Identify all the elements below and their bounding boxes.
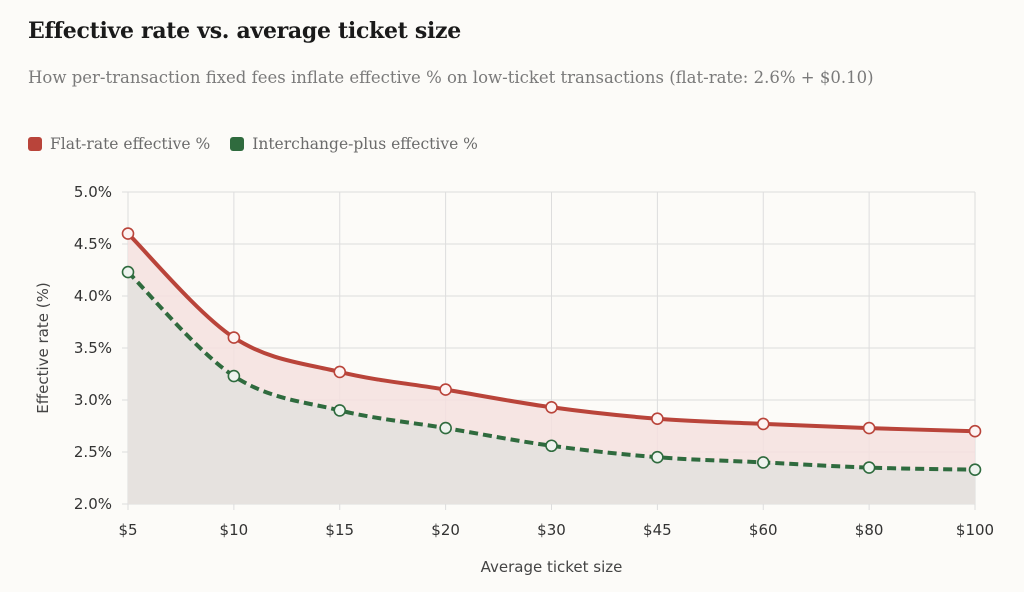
legend-item-interchange[interactable]: Interchange-plus effective % (230, 135, 478, 153)
x-tick-label: $100 (956, 521, 994, 539)
legend-swatch-interchange (230, 137, 245, 151)
point-flat-rate (968, 424, 982, 438)
point-flat-rate (545, 400, 558, 414)
legend-label-flat: Flat-rate effective % (50, 135, 211, 153)
point-flat-rate (333, 365, 347, 379)
legend: Flat-rate effective % Interchange-plus e… (28, 135, 478, 153)
y-tick-label: 2.0% (74, 495, 112, 513)
point-flat-rate (651, 412, 664, 426)
area-fills (128, 233, 975, 504)
y-tick-label: 5.0% (74, 183, 112, 201)
y-tick-label: 4.5% (74, 235, 112, 253)
point-interchange-plus (545, 439, 558, 453)
chart-title: Effective rate vs. average ticket size (28, 18, 461, 44)
area-flat-fill (128, 233, 975, 470)
point-interchange-plus (862, 461, 876, 474)
point-interchange-plus (333, 404, 347, 417)
point-flat-rate (439, 383, 452, 396)
point-flat-rate (756, 417, 770, 431)
point-flat-rate (862, 421, 876, 435)
point-interchange-plus (439, 421, 452, 435)
series-points (121, 227, 982, 476)
x-tick-label: $20 (431, 521, 460, 539)
x-tick-label: $80 (855, 521, 884, 539)
axes: 2.0% 2.5% 3.0% 3.5% 4.0% 4.5% 5.0% $5 $10 $15 $20 $… (34, 183, 994, 576)
y-tick-label: 3.5% (74, 339, 112, 357)
x-tick-label: $10 (220, 521, 249, 539)
legend-swatch-flat (28, 137, 42, 151)
x-tick-label: $45 (643, 521, 672, 539)
point-interchange-plus (651, 450, 664, 464)
legend-label-interchange: Interchange-plus effective % (252, 135, 478, 153)
point-interchange-plus (227, 369, 241, 383)
x-tick-label: $5 (118, 521, 137, 539)
point-flat-rate (121, 227, 135, 240)
y-axis-title: Effective rate (%) (34, 282, 52, 413)
area-interchange-fill (128, 272, 975, 504)
y-tick-label: 3.0% (74, 391, 112, 409)
y-tick-label: 4.0% (74, 287, 112, 305)
legend-item-flat[interactable]: Flat-rate effective % (28, 135, 210, 153)
x-tick-label: $60 (749, 521, 778, 539)
point-interchange-plus (121, 265, 135, 279)
x-axis-title: Average ticket size (481, 558, 623, 576)
point-flat-rate (227, 331, 241, 344)
chart-subtitle: How per-transaction fixed fees inflate e… (28, 68, 874, 87)
y-tick-label: 2.5% (74, 443, 112, 461)
x-tick-label: $30 (537, 521, 566, 539)
point-interchange-plus (756, 456, 770, 469)
point-interchange-plus (968, 463, 982, 476)
x-tick-label: $15 (325, 521, 354, 539)
line-interchange-plus (126, 270, 976, 472)
